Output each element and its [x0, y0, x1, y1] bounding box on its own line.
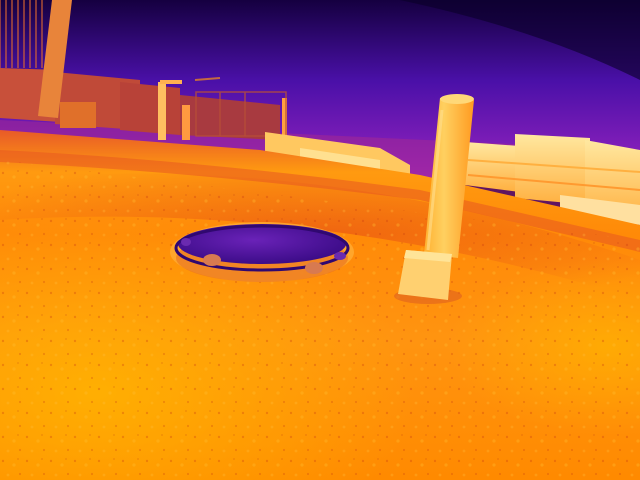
fence-post: [38, 0, 72, 118]
fence: [0, 0, 43, 68]
right-building: [465, 134, 640, 225]
light-poles: [158, 77, 287, 154]
road-edge: [0, 150, 640, 252]
manhole-rim: [174, 224, 350, 272]
gate: [195, 91, 287, 137]
manhole-tab-left: [203, 254, 221, 266]
sky-vignette: [400, 0, 640, 80]
manhole-cover: [178, 224, 346, 264]
bollard-post: [398, 94, 474, 300]
pavement-texture: [0, 160, 640, 480]
manhole-tab-right: [305, 262, 323, 274]
